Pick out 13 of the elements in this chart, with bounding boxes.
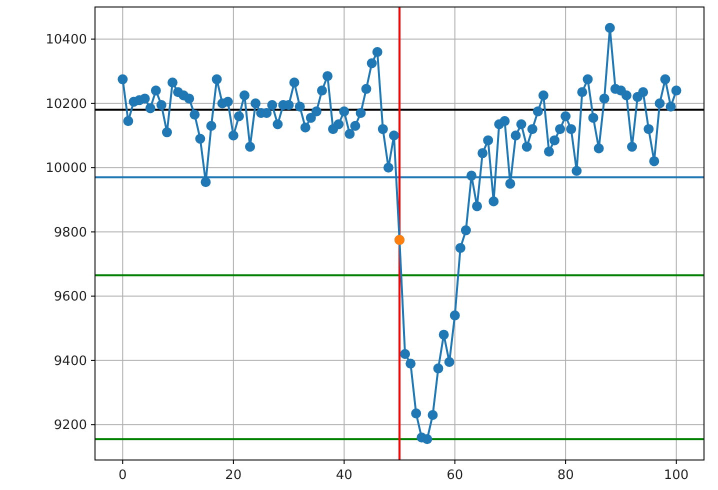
y-tick-label: 9600 bbox=[54, 290, 87, 305]
y-tick-label: 9800 bbox=[54, 225, 87, 240]
x-tick-label: 20 bbox=[225, 468, 242, 483]
y-tick-label: 9200 bbox=[54, 418, 87, 434]
y-tick-label: 10200 bbox=[46, 96, 87, 112]
y-tick-label: 9400 bbox=[54, 354, 87, 369]
y-tick-label: 10000 bbox=[46, 161, 87, 176]
x-tick-label: 40 bbox=[336, 468, 352, 483]
x-tick-label: 80 bbox=[557, 468, 574, 483]
x-tick-label: 100 bbox=[664, 468, 689, 483]
y-tick-label: 10400 bbox=[46, 32, 87, 48]
x-tick-label: 60 bbox=[446, 468, 464, 483]
x-tick-label: 0 bbox=[118, 468, 127, 483]
